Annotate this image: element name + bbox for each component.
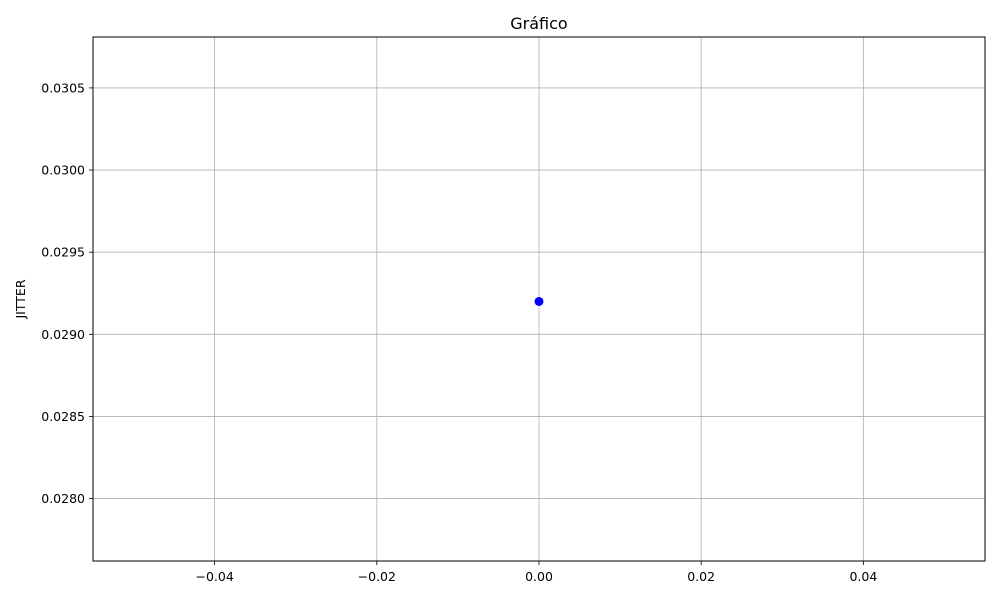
x-tick-label: −0.02 [358, 569, 396, 584]
axis-ticks: −0.04 −0.02 0.00 0.02 0.04 0.0280 0.0285 0.0290… [41, 80, 877, 584]
x-tick-label: 0.04 [849, 569, 877, 584]
x-tick-label: 0.00 [525, 569, 553, 584]
y-tick-label: 0.0295 [41, 245, 85, 260]
data-point [534, 296, 544, 306]
x-tick-label: 0.02 [687, 569, 715, 584]
data-points [534, 296, 544, 306]
y-axis-label: JITTER [13, 279, 28, 319]
x-tick-label: −0.04 [195, 569, 233, 584]
y-tick-label: 0.0290 [41, 327, 85, 342]
y-tick-label: 0.0285 [41, 409, 85, 424]
grid-lines [93, 37, 985, 561]
y-tick-label: 0.0300 [41, 163, 85, 178]
y-tick-label: 0.0280 [41, 491, 85, 506]
chart-title: Gráfico [510, 14, 567, 33]
y-tick-label: 0.0305 [41, 80, 85, 95]
plot-frame [92, 36, 986, 562]
